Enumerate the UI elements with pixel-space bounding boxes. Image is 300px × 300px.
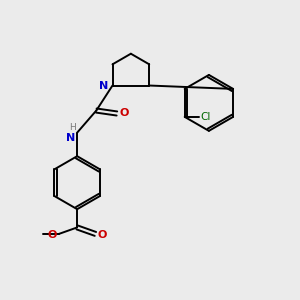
Text: Cl: Cl [201, 112, 211, 122]
Text: H: H [69, 123, 76, 132]
Text: N: N [99, 80, 108, 91]
Text: O: O [97, 230, 106, 240]
Text: O: O [119, 109, 129, 118]
Text: N: N [66, 133, 76, 143]
Text: O: O [48, 230, 57, 240]
